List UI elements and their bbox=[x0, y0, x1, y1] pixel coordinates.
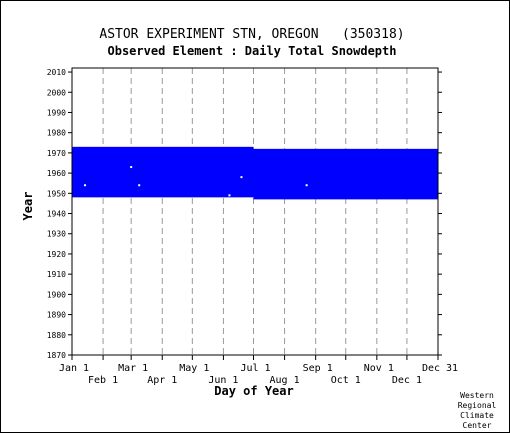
data-gap bbox=[240, 176, 243, 179]
x-tick-label: Jan 1 bbox=[59, 363, 89, 374]
credit-line: Western bbox=[460, 391, 494, 400]
data-gap bbox=[130, 166, 133, 169]
y-tick-label: 1880 bbox=[47, 331, 66, 340]
data-gap bbox=[305, 184, 308, 187]
x-tick-label: Oct 1 bbox=[331, 375, 361, 386]
y-tick-label: 1930 bbox=[47, 230, 66, 239]
x-tick-label: Dec 1 bbox=[392, 375, 422, 386]
y-tick-label: 1960 bbox=[47, 169, 66, 178]
y-tick-label: 1950 bbox=[47, 189, 66, 198]
y-axis-label: Year bbox=[21, 192, 35, 221]
x-tick-label: Aug 1 bbox=[270, 375, 300, 386]
x-axis-label: Day of Year bbox=[214, 384, 293, 398]
y-tick-label: 1890 bbox=[47, 311, 66, 320]
x-tick-label: Apr 1 bbox=[147, 375, 177, 386]
y-tick-label: 2010 bbox=[47, 68, 66, 77]
data-gap bbox=[84, 184, 87, 187]
credit-text: Western Regional Climate Center bbox=[458, 391, 497, 430]
credit-line: Climate bbox=[460, 411, 494, 420]
credit-line: Center bbox=[463, 421, 492, 430]
y-tick-label: 1910 bbox=[47, 270, 66, 279]
data-gap bbox=[228, 194, 231, 197]
x-tick-label: May 1 bbox=[179, 363, 209, 374]
chart-subtitle: Observed Element : Daily Total Snowdepth bbox=[108, 44, 397, 58]
x-tick-label: Dec 31 bbox=[422, 363, 458, 374]
x-tick-label: Mar 1 bbox=[118, 363, 148, 374]
data-block bbox=[72, 146, 254, 198]
chart-title: ASTOR EXPERIMENT STN, OREGON (350318) bbox=[99, 27, 404, 42]
x-tick-label: Nov 1 bbox=[364, 363, 394, 374]
x-tick-label: Jul 1 bbox=[240, 363, 270, 374]
x-tick-label: Jun 1 bbox=[208, 375, 238, 386]
y-tick-label: 2000 bbox=[47, 88, 66, 97]
y-tick-label: 1980 bbox=[47, 129, 66, 138]
y-tick-label: 1870 bbox=[47, 351, 66, 360]
plot-border bbox=[71, 67, 439, 356]
data-area bbox=[72, 146, 438, 200]
y-tick-label: 1900 bbox=[47, 290, 66, 299]
y-tick-label: 1990 bbox=[47, 108, 66, 117]
y-tick-label: 1920 bbox=[47, 250, 66, 259]
y-tick-label: 1940 bbox=[47, 210, 66, 219]
data-block bbox=[253, 148, 438, 200]
credit-line: Regional bbox=[458, 401, 497, 410]
axes: 1870 1880 1890 1900 1910 1920 1930 1940 1950 1960… bbox=[47, 67, 458, 386]
y-tick-label: 1970 bbox=[47, 149, 66, 158]
x-tick-label: Feb 1 bbox=[88, 375, 118, 386]
grid-lines bbox=[72, 68, 438, 355]
x-tick-label: Sep 1 bbox=[303, 363, 333, 374]
data-gap bbox=[138, 184, 141, 187]
plot-background bbox=[72, 68, 438, 355]
